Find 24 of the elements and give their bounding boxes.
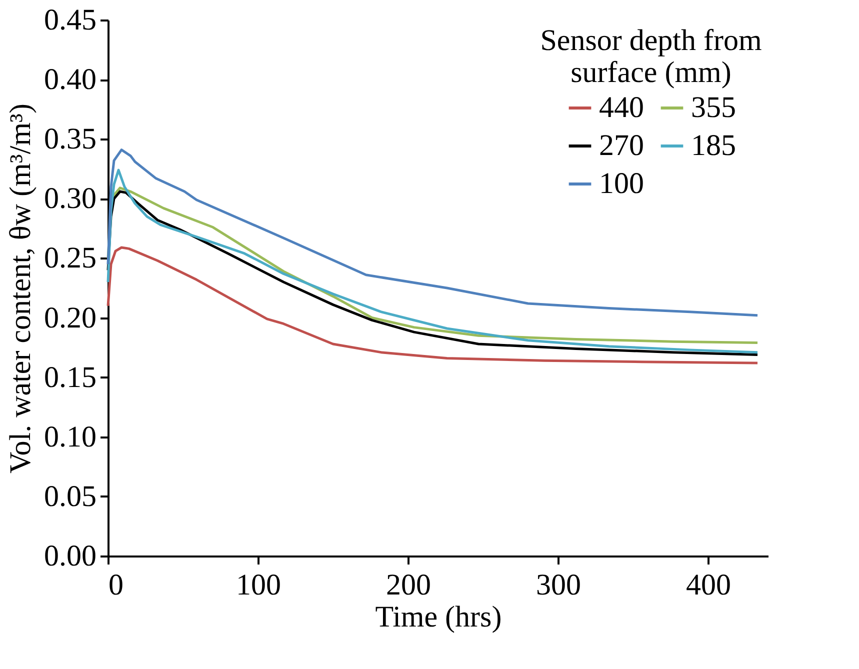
y-tick-label: 0.00 [44, 540, 96, 572]
y-tick-label: 0.15 [44, 360, 96, 394]
y-tick-label: 0.10 [44, 420, 96, 454]
x-tick-label: 0 [108, 568, 124, 602]
x-axis-title: Time (hrs) [375, 600, 502, 634]
x-tick-label: 100 [236, 568, 281, 602]
y-tick-label: 0.35 [44, 122, 96, 156]
x-tick-label: 400 [686, 568, 731, 602]
line-series [106, 246, 759, 364]
y-tick-label: 0.40 [44, 63, 96, 96]
y-tick-label: 0.25 [44, 242, 96, 275]
legend-label: 270 [599, 129, 644, 162]
legend-label: 100 [599, 167, 644, 200]
x-tick-label: 200 [386, 568, 431, 602]
legend-label: 440 [599, 91, 644, 124]
y-tick-label: 0.30 [44, 182, 96, 216]
y-axis-title: Vol. water content, θw (m³/m³) [4, 103, 37, 474]
y-tick-label: 0.20 [44, 301, 96, 334]
legend-label: 355 [691, 91, 736, 124]
y-tick-label: 0.45 [44, 4, 96, 36]
x-tick-label: 300 [536, 568, 581, 602]
legend-label: 185 [691, 129, 736, 162]
y-tick-label: 0.05 [44, 480, 96, 513]
legend-title: Sensor depth from surface (mm) [540, 24, 762, 89]
